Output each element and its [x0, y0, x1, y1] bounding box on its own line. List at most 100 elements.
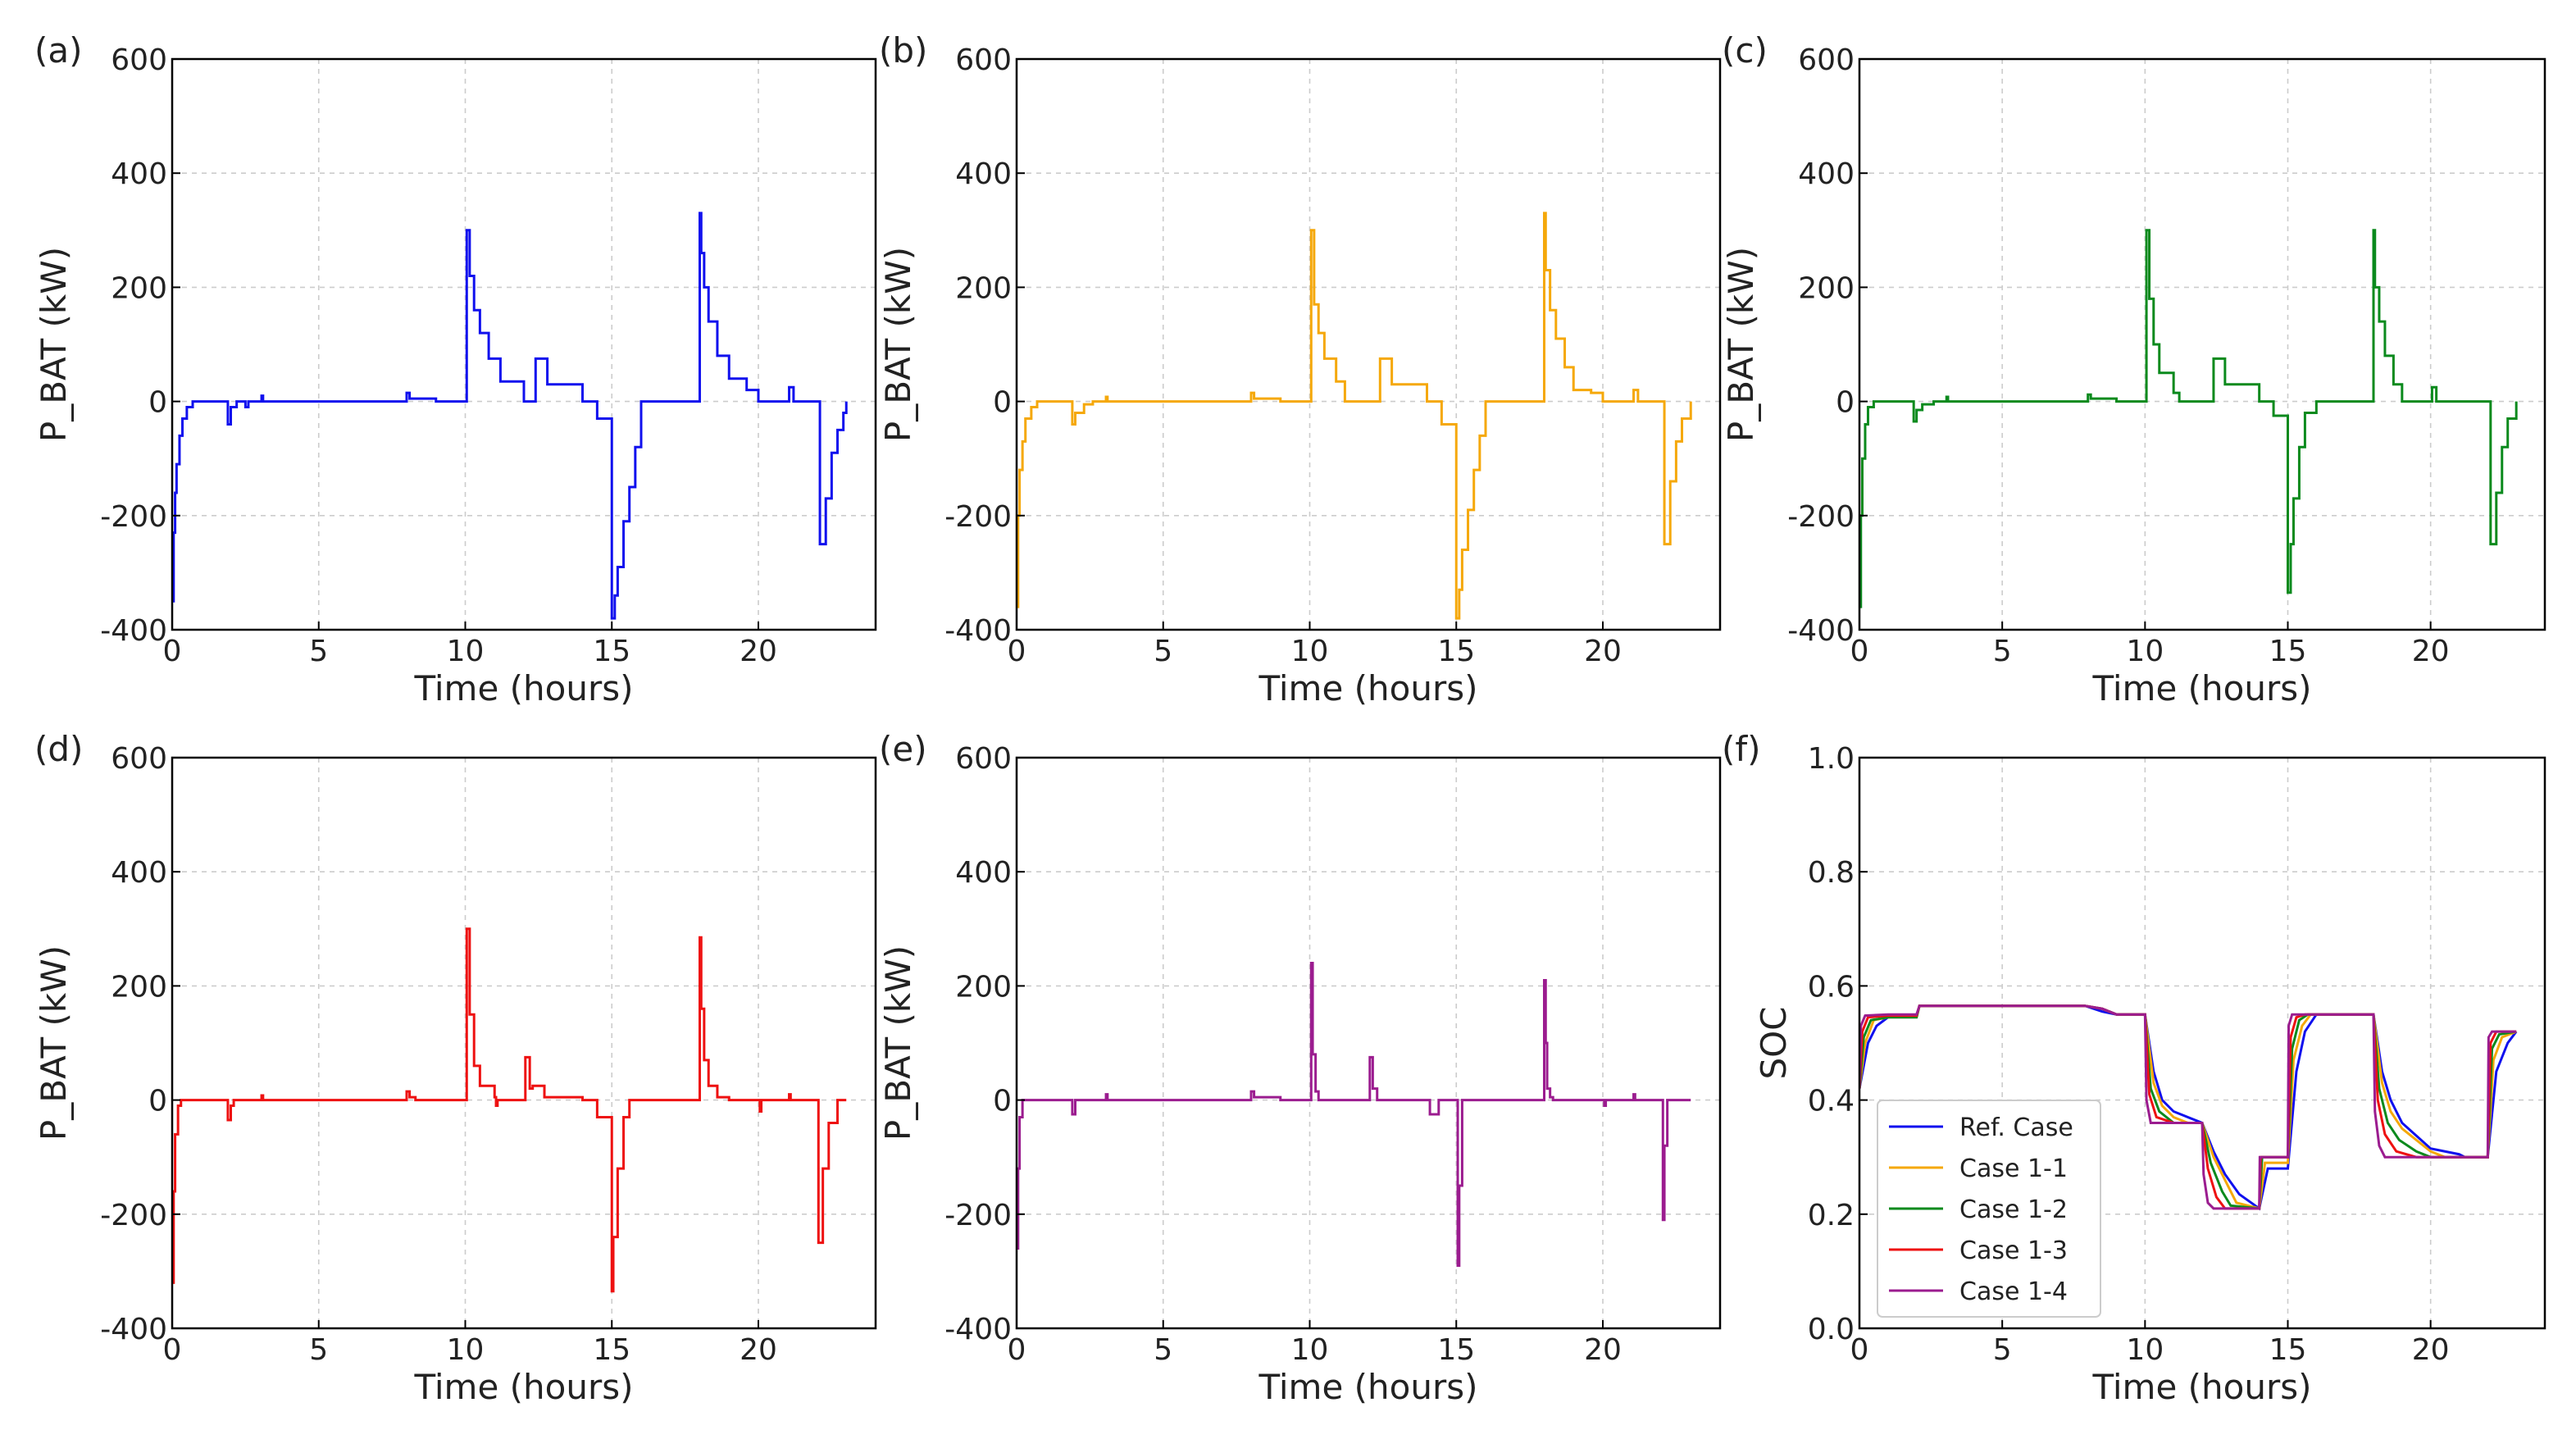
panel-d: 0 5 10 15 20 -400 -200 0 200 400 600 Time (hours) P_… [34, 729, 877, 1407]
x-tick-label: 10 [1291, 1333, 1329, 1367]
x-tick-label: 20 [740, 1333, 777, 1367]
y-tick-label: 200 [111, 970, 167, 1004]
y-axis-label: P_BAT (kW) [34, 945, 74, 1141]
y-axis-label: P_BAT (kW) [878, 945, 918, 1141]
legend-label: Case 1-3 [1959, 1236, 2068, 1265]
y-tick-label: -200 [1787, 500, 1855, 534]
y-tick-label: 400 [111, 856, 167, 890]
x-tick-label: 15 [1437, 635, 1475, 668]
plot-frame [171, 57, 877, 631]
x-tick-label: 20 [1584, 635, 1622, 668]
x-axis-label: Time (hours) [2092, 1367, 2312, 1407]
x-tick-label: 5 [1993, 635, 2012, 668]
series-line-ref-case [172, 212, 848, 620]
x-tick-label: 5 [309, 1333, 328, 1367]
grid [1016, 757, 1720, 1329]
series-line-case-1-3 [172, 927, 847, 1293]
x-tick-label: 10 [1291, 635, 1329, 668]
grid [171, 58, 876, 631]
series-line-case-1-2 [1859, 229, 2518, 608]
y-tick-label: -200 [100, 1199, 167, 1232]
grid [1016, 58, 1720, 631]
y-tick-label: -400 [100, 614, 167, 648]
x-tick-label: 0 [163, 1333, 182, 1367]
plot-frame [1858, 57, 2546, 631]
legend: Ref. Case Case 1-1 Case 1-2 Case 1-3 Case 1-… [1877, 1100, 2101, 1318]
y-tick-label: 200 [111, 271, 167, 305]
y-tick-label: 0 [993, 386, 1012, 420]
y-tick-label: 0.4 [1808, 1085, 1855, 1118]
series-line-case-1-4 [1859, 1004, 2517, 1210]
y-tick-label: 600 [955, 742, 1012, 776]
x-tick-label: 5 [309, 635, 328, 668]
y-axis-label: P_BAT (kW) [878, 247, 918, 442]
y-tick-label: 200 [955, 271, 1012, 305]
series-line-case-1-1 [1017, 212, 1692, 620]
y-tick-label: -200 [944, 500, 1012, 534]
grid [171, 757, 876, 1329]
legend-box [1877, 1100, 2101, 1318]
panel-label: (b) [879, 30, 927, 71]
y-tick-label: 0.8 [1808, 856, 1855, 890]
x-axis-label: Time (hours) [1258, 668, 1478, 708]
x-tick-label: 0 [1850, 635, 1869, 668]
panel-label: (e) [879, 729, 927, 769]
x-tick-label: 15 [593, 1333, 630, 1367]
panel-a: 0 5 10 15 20 -400 -200 0 200 400 600 Time (hours) P_… [34, 30, 877, 708]
y-tick-label: 1.0 [1808, 742, 1855, 776]
series-line-case-1-4 [1017, 962, 1691, 1267]
x-axis-label: Time (hours) [1258, 1367, 1478, 1407]
x-tick-label: 0 [163, 635, 182, 668]
y-tick-label: 600 [955, 43, 1012, 77]
y-tick-label: 0 [148, 1085, 167, 1118]
y-tick-label: -400 [1787, 614, 1855, 648]
x-tick-label: 10 [2126, 635, 2164, 668]
y-tick-label: 400 [111, 157, 167, 191]
y-axis-label: P_BAT (kW) [34, 247, 74, 442]
y-tick-label: 400 [955, 157, 1012, 191]
x-tick-label: 20 [740, 635, 777, 668]
y-tick-label: 600 [1798, 43, 1855, 77]
legend-label: Case 1-1 [1959, 1154, 2068, 1183]
panel-f: 0 5 10 15 20 0.0 0.2 0.4 0.6 0.8 1.0 Time (hours) SO… [1722, 729, 2546, 1407]
x-tick-label: 5 [1154, 1333, 1172, 1367]
legend-label: Ref. Case [1959, 1113, 2073, 1142]
x-tick-label: 15 [593, 635, 630, 668]
y-tick-label: -200 [944, 1199, 1012, 1232]
y-tick-label: -200 [100, 500, 167, 534]
plot-frame [1015, 756, 1722, 1330]
y-tick-label: 0.0 [1808, 1313, 1855, 1346]
y-tick-label: -400 [944, 1313, 1012, 1346]
x-tick-label: 15 [2269, 1333, 2307, 1367]
y-tick-label: 0 [993, 1085, 1012, 1118]
y-tick-label: 400 [1798, 157, 1855, 191]
y-tick-label: 600 [111, 43, 167, 77]
y-tick-label: 400 [955, 856, 1012, 890]
panel-label: (c) [1722, 30, 1768, 71]
x-tick-label: 0 [1008, 635, 1026, 668]
panel-e: 0 5 10 15 20 -400 -200 0 200 400 600 Time (hours) P_… [878, 729, 1722, 1407]
x-tick-label: 15 [1437, 1333, 1475, 1367]
y-tick-label: -400 [944, 614, 1012, 648]
y-tick-label: 0.6 [1808, 970, 1855, 1004]
panel-b: 0 5 10 15 20 -400 -200 0 200 400 600 Time (hours) P_… [878, 30, 1722, 708]
y-tick-label: -400 [100, 1313, 167, 1346]
x-axis-label: Time (hours) [2092, 668, 2312, 708]
y-tick-label: 0 [148, 386, 167, 420]
x-axis-label: Time (hours) [414, 668, 634, 708]
x-tick-label: 10 [2126, 1333, 2164, 1367]
y-tick-label: 600 [111, 742, 167, 776]
x-tick-label: 20 [2412, 635, 2450, 668]
y-axis-label: P_BAT (kW) [1721, 247, 1761, 442]
y-axis-label: SOC [1754, 1006, 1794, 1079]
legend-label: Case 1-2 [1959, 1195, 2068, 1224]
x-tick-label: 20 [1584, 1333, 1622, 1367]
x-tick-label: 5 [1154, 635, 1172, 668]
y-tick-label: 200 [1798, 271, 1855, 305]
plot-frame [1858, 756, 2546, 1330]
x-axis-label: Time (hours) [414, 1367, 634, 1407]
y-tick-label: 200 [955, 970, 1012, 1004]
x-tick-label: 15 [2269, 635, 2307, 668]
y-tick-label: 0 [1836, 386, 1855, 420]
